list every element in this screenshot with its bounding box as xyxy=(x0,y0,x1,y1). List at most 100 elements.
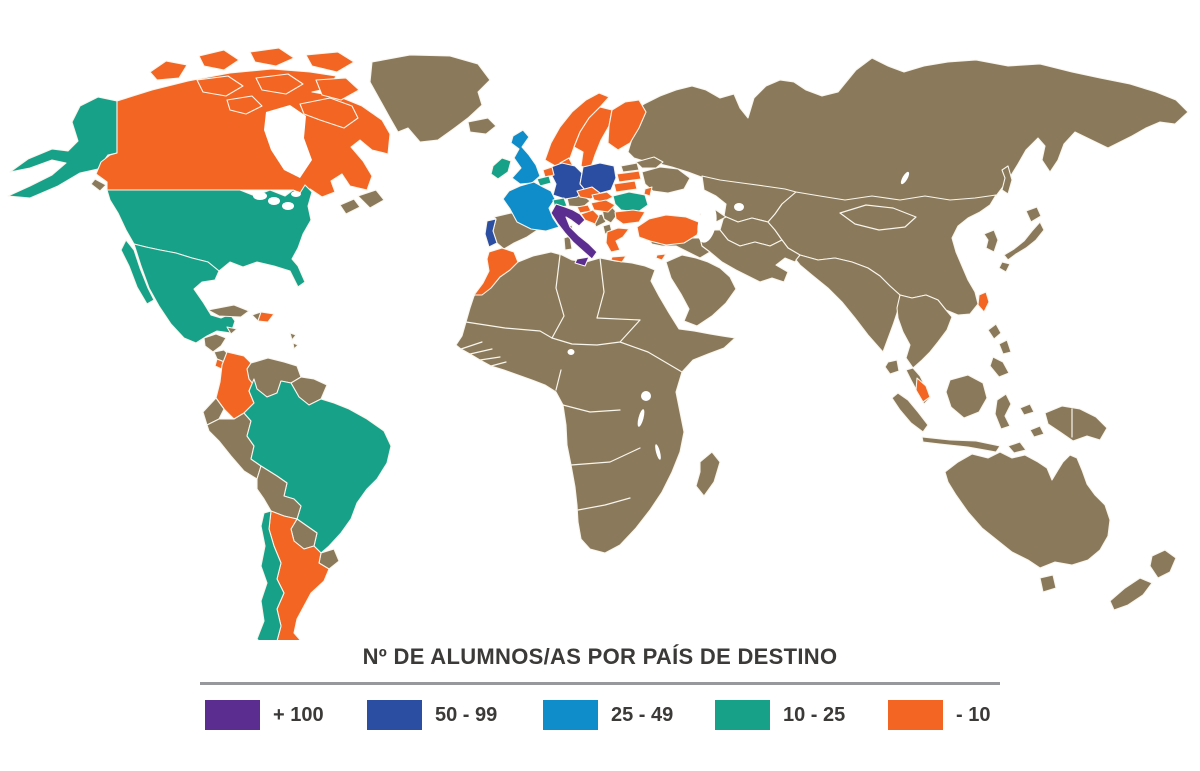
legend-label-10-25: 10 - 25 xyxy=(783,703,846,726)
border-sahel-west xyxy=(465,321,553,339)
country-japan-kyushu xyxy=(998,261,1011,273)
country-japan-hokkaido xyxy=(1025,206,1042,223)
country-vancouver-island xyxy=(90,178,107,192)
legend-item-minus-10: - 10 xyxy=(888,700,990,730)
country-belgium xyxy=(536,175,552,187)
country-mexico xyxy=(133,243,236,344)
country-hungary xyxy=(590,199,616,213)
country-canada-islands xyxy=(196,75,244,97)
country-new-zealand-south xyxy=(1109,577,1153,611)
country-finland xyxy=(607,99,647,151)
country-belarus xyxy=(635,156,664,169)
legend-item-25-49: 25 - 49 xyxy=(543,700,673,730)
legend-swatch-50-99 xyxy=(367,700,422,730)
country-sweden xyxy=(573,106,613,171)
country-sicily xyxy=(574,256,590,267)
country-new-zealand-north xyxy=(1149,549,1177,579)
country-india xyxy=(795,254,901,353)
country-philippines-visayas xyxy=(998,339,1012,355)
country-indonesia-timor xyxy=(1007,441,1027,454)
continent-africa xyxy=(455,251,736,554)
lake-chad xyxy=(567,349,575,355)
country-united-kingdom xyxy=(510,129,541,185)
legend-item-50-99: 50 - 99 xyxy=(367,700,497,730)
lake-malawi xyxy=(655,444,661,460)
lake-victoria xyxy=(641,391,651,401)
country-morocco xyxy=(473,247,519,296)
country-latvia xyxy=(616,170,642,183)
legend-item-10-25: 10 - 25 xyxy=(715,700,845,730)
country-canada-islands xyxy=(226,95,263,115)
border-nigeria xyxy=(555,369,562,391)
border-mongolia xyxy=(839,204,917,231)
border-libya-egypt xyxy=(596,257,605,319)
country-slovakia xyxy=(591,191,614,203)
border-sahel-east xyxy=(551,319,641,346)
country-ireland xyxy=(490,157,512,180)
country-madagascar xyxy=(695,451,721,497)
legend-label-25-49: 25 - 49 xyxy=(611,703,674,726)
country-central-america xyxy=(203,333,227,353)
country-canada-islands xyxy=(149,60,188,81)
border-algeria-libya xyxy=(551,254,565,339)
border-west-africa-1 xyxy=(460,341,483,350)
country-taiwan xyxy=(977,291,990,313)
country-indonesia-borneo xyxy=(945,374,988,419)
lake-tanganyika xyxy=(637,409,645,427)
country-canada-islands xyxy=(198,49,240,71)
country-romania xyxy=(612,191,649,213)
world-map xyxy=(7,47,1189,640)
country-japan-honshu xyxy=(1003,221,1045,261)
country-indonesia-lesser-sunda xyxy=(1029,425,1045,438)
country-new-guinea xyxy=(1044,405,1108,442)
country-greece xyxy=(605,227,630,253)
country-canada-islands xyxy=(249,47,295,67)
country-crete xyxy=(610,255,627,263)
country-chile xyxy=(256,510,285,640)
country-mexico-baja xyxy=(120,239,155,305)
country-italy xyxy=(550,203,598,260)
country-canada-islands xyxy=(305,51,355,73)
country-tasmania xyxy=(1039,574,1057,593)
border-zambia xyxy=(570,447,641,466)
border-ethiopia xyxy=(619,341,683,373)
country-indonesia-sulawesi xyxy=(994,393,1012,430)
map-title: Nº DE ALUMNOS/AS POR PAÍS DE DESTINO xyxy=(362,644,838,669)
legend-label-plus-100: + 100 xyxy=(273,703,324,726)
country-turkey xyxy=(636,214,702,246)
aral-sea xyxy=(734,203,744,211)
country-iran-region xyxy=(699,229,801,283)
border-south-africa xyxy=(577,497,631,511)
legend-label-minus-10: - 10 xyxy=(956,703,991,726)
country-philippines-luzon xyxy=(987,323,1002,340)
great-lake xyxy=(268,197,280,205)
country-canada-islands xyxy=(255,73,304,95)
country-canada-islands-baffin xyxy=(299,97,359,129)
legend-divider xyxy=(200,682,1000,685)
country-arabia xyxy=(665,254,737,327)
country-jamaica xyxy=(226,326,238,335)
great-lake xyxy=(253,192,267,200)
border-west-africa-3 xyxy=(479,356,501,361)
legend-swatch-10-25 xyxy=(715,700,770,730)
country-indonesia-java xyxy=(921,436,1001,453)
country-antilles xyxy=(289,332,297,341)
lake-baikal xyxy=(900,171,910,185)
country-poland xyxy=(579,162,617,195)
country-greenland xyxy=(369,54,491,143)
country-antilles xyxy=(292,342,299,350)
legend-swatch-plus-100 xyxy=(205,700,260,730)
great-lake xyxy=(291,191,301,197)
country-canada-islands xyxy=(315,77,360,101)
country-nova-scotia xyxy=(339,198,361,215)
country-estonia xyxy=(620,162,640,173)
country-iceland xyxy=(467,117,497,135)
country-cuba xyxy=(207,304,250,318)
country-france xyxy=(502,181,560,232)
legend-label-50-99: 50 - 99 xyxy=(435,703,498,726)
country-sri-lanka xyxy=(884,359,900,375)
caspian-sea xyxy=(697,205,717,243)
country-newfoundland xyxy=(357,189,385,209)
country-sakhalin xyxy=(1001,165,1013,195)
